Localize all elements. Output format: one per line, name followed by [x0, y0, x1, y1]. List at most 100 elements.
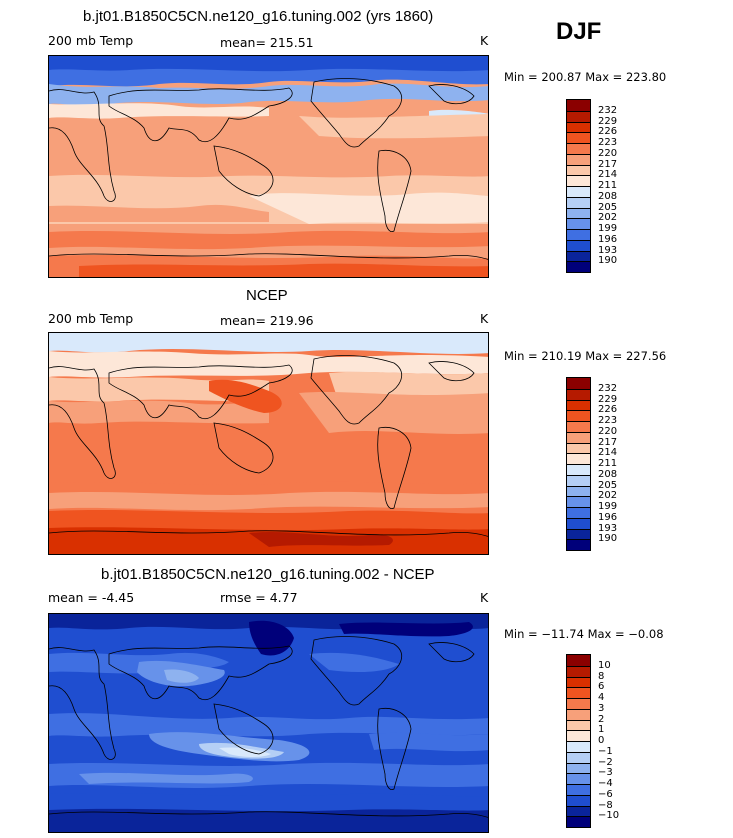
colorbar-cell: [567, 794, 590, 806]
colorbar-tick-label: 199: [598, 501, 618, 512]
colorbar-tick-label: 2: [598, 713, 605, 725]
colorbar-cell: [567, 110, 590, 122]
colorbar-cell: [567, 751, 590, 763]
colorbar-cell: [567, 474, 590, 486]
colorbar-cell: [567, 143, 590, 154]
colorbar-cell: [567, 665, 590, 677]
colorbar-tick-label: 202: [598, 490, 618, 502]
colorbar-tick-label: 223: [598, 137, 618, 148]
colorbar-cell: [567, 218, 590, 229]
colorbar-cell: [567, 784, 590, 795]
colorbar-cell: [567, 153, 590, 165]
colorbar-cell: [567, 805, 590, 817]
colorbar-cell: [567, 741, 590, 752]
colorbar-cell: [567, 229, 590, 240]
colorbar-tick-label: 220: [598, 147, 618, 159]
panel1-mean-label: mean= 215.51: [220, 35, 314, 50]
colorbar-tick-label: 202: [598, 212, 618, 224]
colorbar-tick-label: −2: [598, 756, 613, 768]
colorbar-tick-label: 220: [598, 425, 618, 437]
colorbar-cell: [567, 164, 590, 176]
colorbar-tick-label: 214: [598, 447, 618, 459]
colorbar-tick-label: 3: [598, 702, 605, 714]
colorbar-cell: [567, 175, 590, 186]
colorbar-tick-label: −3: [598, 767, 613, 779]
colorbar-cell: [567, 421, 590, 432]
colorbar-tick-label: 190: [598, 255, 618, 267]
colorbar-cell: [567, 539, 590, 550]
colorbar-tick-label: 217: [598, 158, 618, 170]
colorbar-cell: [567, 485, 590, 497]
colorbar-cell: [567, 496, 590, 507]
colorbar-cell: [567, 528, 590, 540]
colorbar-cell: [567, 121, 590, 133]
colorbar-cell: [567, 431, 590, 443]
colorbar-cell: [567, 410, 590, 421]
colorbar-tick-label: −6: [598, 788, 613, 800]
panel1-field-label: 200 mb Temp: [48, 33, 134, 48]
panel2-field-label: 200 mb Temp: [48, 311, 134, 326]
colorbar-cell: [567, 378, 590, 389]
colorbar-cell: [567, 517, 590, 529]
panel2-minmax: Min = 210.19 Max = 227.56: [504, 349, 667, 363]
panel3-units-label: K: [480, 590, 489, 605]
colorbar-cell: [567, 207, 590, 219]
colorbar-tick-label: 6: [598, 681, 605, 693]
colorbar-tick-label: 229: [598, 393, 618, 405]
colorbar-tick-label: 232: [598, 104, 618, 116]
colorbar-tick-label: 223: [598, 415, 618, 426]
colorbar-tick-label: 217: [598, 436, 618, 448]
colorbar-tick-label: 211: [598, 458, 618, 469]
panel3-colorbar-cells: [567, 655, 590, 827]
colorbar-cell: [567, 730, 590, 741]
panel1-units-label: K: [480, 33, 489, 48]
panel2-title: NCEP: [246, 287, 288, 304]
colorbar-cell: [567, 773, 590, 784]
colorbar-cell: [567, 464, 590, 475]
colorbar-tick-label: −8: [598, 799, 613, 811]
panel2-units-label: K: [480, 311, 489, 326]
panel1-title: b.jt01.B1850C5CN.ne120_g16.tuning.002 (y…: [83, 8, 434, 25]
colorbar-tick-label: 229: [598, 115, 618, 127]
colorbar-cell: [567, 100, 590, 111]
colorbar-cell: [567, 676, 590, 688]
colorbar-cell: [567, 399, 590, 411]
colorbar-tick-label: −4: [598, 778, 613, 789]
colorbar-tick-label: 214: [598, 169, 618, 181]
colorbar-cell: [567, 507, 590, 518]
panel2-colorbar-cells: [567, 378, 590, 550]
colorbar-tick-label: 211: [598, 180, 618, 191]
colorbar-tick-label: 196: [598, 511, 618, 523]
panel1-map: [48, 55, 489, 278]
colorbar-tick-label: 226: [598, 126, 618, 138]
colorbar-cell: [567, 239, 590, 251]
colorbar-cell: [567, 250, 590, 262]
panel3-colorbar: [566, 654, 591, 828]
colorbar-tick-label: 199: [598, 223, 618, 234]
panel3-title: b.jt01.B1850C5CN.ne120_g16.tuning.002 - …: [101, 566, 435, 583]
panel2-map: [48, 332, 489, 555]
colorbar-cell: [567, 132, 590, 143]
panel3-map: [48, 613, 489, 833]
colorbar-tick-label: 4: [598, 692, 605, 703]
colorbar-tick-label: 232: [598, 382, 618, 394]
colorbar-cell: [567, 453, 590, 464]
colorbar-tick-label: 193: [598, 522, 618, 534]
colorbar-cell: [567, 698, 590, 709]
colorbar-tick-label: 205: [598, 479, 618, 491]
colorbar-tick-label: 0: [598, 735, 605, 746]
colorbar-tick-label: 1: [598, 724, 605, 736]
panel1-colorbar: [566, 99, 591, 273]
colorbar-cell: [567, 196, 590, 208]
panel3-mean-label: mean = -4.45: [48, 590, 135, 605]
colorbar-tick-label: −10: [598, 810, 620, 822]
colorbar-cell: [567, 687, 590, 698]
colorbar-cell: [567, 442, 590, 454]
colorbar-cell: [567, 388, 590, 400]
panel1-minmax: Min = 200.87 Max = 223.80: [504, 70, 667, 84]
colorbar-tick-label: 208: [598, 468, 618, 480]
panel3-minmax: Min = −11.74 Max = −0.08: [504, 627, 664, 641]
colorbar-cell: [567, 762, 590, 774]
colorbar-cell: [567, 719, 590, 731]
colorbar-tick-label: 190: [598, 533, 618, 545]
